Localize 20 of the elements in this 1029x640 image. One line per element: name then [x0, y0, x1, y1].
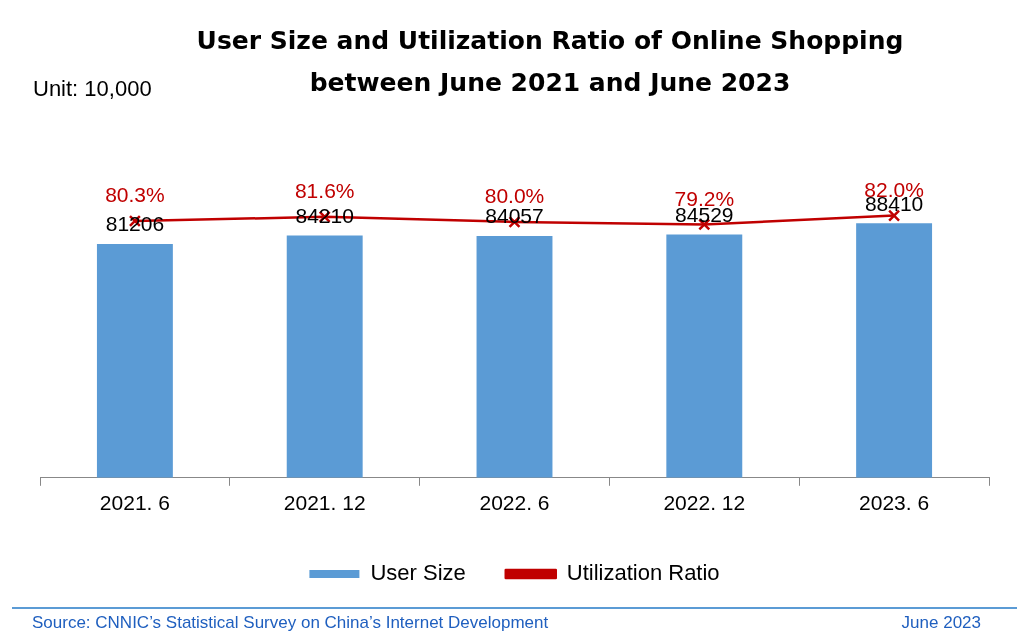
text: Unit: 10,000: [33, 76, 152, 102]
x-tick-label: 2021. 6: [99, 491, 170, 515]
data-label: 80.0%: [484, 184, 545, 208]
legend-label: User Size: [370, 560, 466, 586]
data-label: 80.3%: [105, 183, 165, 207]
chart-title: User Size and Utilization Ratio of Online Shopping between June 2021 and June 2023: [195, 25, 905, 99]
x-tick-label: 2021. 12: [283, 491, 366, 515]
legend-label: Utilization Ratio: [566, 560, 720, 586]
x-tick-label: 2023. 6: [859, 491, 930, 515]
bar: [476, 235, 553, 478]
bar: [856, 223, 933, 478]
bar: [96, 244, 173, 478]
data-label: 81206: [105, 212, 165, 236]
bar: [666, 234, 743, 478]
source-note: Source: CNNIC’s Statistical Survey on China’s Internet Development: [32, 613, 549, 633]
data-label: 81.6%: [294, 179, 355, 203]
bar: [286, 235, 363, 478]
x-tick-label: 2022. 12: [663, 491, 746, 515]
text: June 2023: [901, 613, 981, 633]
x-tick-label: 2022. 6: [479, 491, 550, 515]
